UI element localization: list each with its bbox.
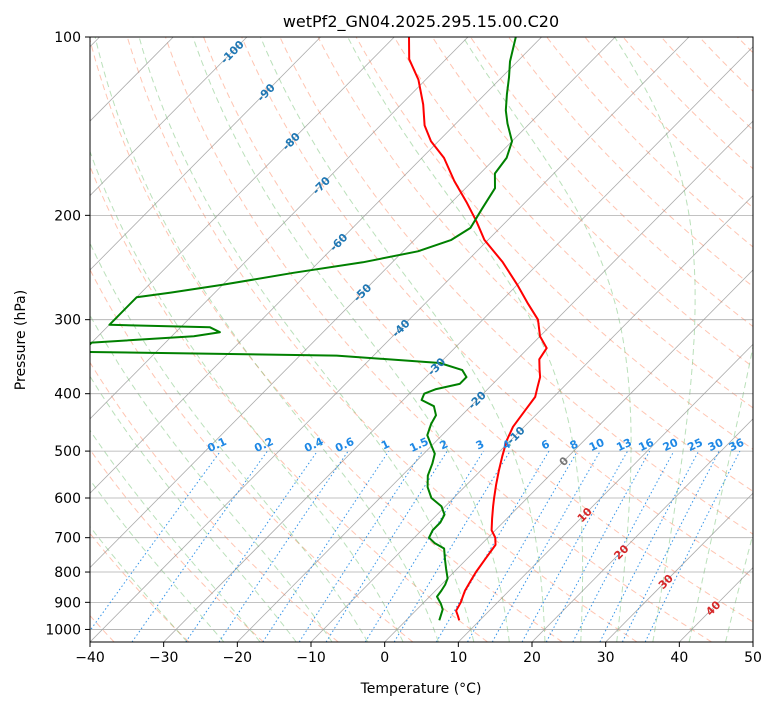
dry-adiabat bbox=[546, 37, 753, 248]
isotherm-line bbox=[605, 492, 753, 642]
dry-adiabat bbox=[241, 37, 753, 579]
y-tick-label: 200 bbox=[54, 208, 81, 224]
dry-adiabats bbox=[90, 37, 753, 642]
mixing-ratio-label: 16 bbox=[637, 436, 657, 454]
isobar-grid bbox=[90, 37, 753, 630]
y-tick-label: 100 bbox=[54, 30, 81, 46]
dry-adiabat bbox=[431, 37, 753, 368]
x-axis-label: Temperature (°C) bbox=[360, 681, 482, 697]
dry-adiabat bbox=[393, 37, 753, 409]
mixing-ratio-label: 20 bbox=[661, 436, 681, 454]
y-axis-label: Pressure (hPa) bbox=[13, 290, 29, 390]
dry-adiabat bbox=[203, 37, 753, 623]
y-tick-label: 700 bbox=[54, 531, 81, 547]
moist-adiabat bbox=[725, 532, 753, 642]
y-tick-label: 400 bbox=[54, 387, 81, 403]
moist-adiabat bbox=[90, 479, 225, 642]
x-tick-label: 10 bbox=[449, 650, 467, 666]
mixing-ratio-line bbox=[435, 450, 550, 642]
y-tick-label: 900 bbox=[54, 595, 81, 611]
x-tick-label: 30 bbox=[597, 650, 615, 666]
mixing-ratio-label: 25 bbox=[685, 436, 704, 454]
mixing-ratio-label: 30 bbox=[706, 436, 726, 454]
mixing-ratio-line bbox=[491, 450, 601, 642]
x-tick-label: 20 bbox=[523, 650, 541, 666]
mixing-ratio-line bbox=[298, 450, 423, 642]
y-tick-label: 500 bbox=[54, 444, 81, 460]
dry-adiabat bbox=[90, 164, 488, 642]
moist-adiabat bbox=[90, 429, 261, 642]
moist-adiabat bbox=[90, 375, 297, 642]
chart-title: wetPf2_GN04.2025.295.15.00.C20 bbox=[283, 12, 559, 32]
y-tick-label: 300 bbox=[54, 313, 81, 329]
plot-frame bbox=[89, 36, 754, 643]
mixing-ratio-label: 10 bbox=[587, 436, 607, 454]
x-tick-label: −20 bbox=[223, 650, 253, 666]
dewpoint-profile bbox=[90, 37, 517, 621]
isotherm-line bbox=[384, 269, 753, 642]
y-tick-label: 1000 bbox=[45, 622, 81, 638]
isotherm-grid bbox=[90, 37, 753, 642]
sounding-profiles bbox=[90, 37, 548, 621]
x-tick-label: 50 bbox=[744, 650, 762, 666]
mixing-ratio-line bbox=[521, 450, 629, 642]
mixing-ratio-line bbox=[364, 450, 484, 642]
isotherm-line bbox=[90, 37, 248, 197]
isotherm-line bbox=[237, 120, 753, 642]
y-tick-label: 800 bbox=[54, 565, 81, 581]
dry-adiabat bbox=[279, 37, 753, 535]
moist-adiabat bbox=[90, 525, 188, 642]
isotherm-line bbox=[163, 46, 753, 642]
y-axis-ticks: 100 200 300 400 500 600 700 800 900 1000 bbox=[45, 30, 90, 638]
dry-adiabat bbox=[584, 37, 753, 209]
moist-adiabat bbox=[90, 150, 404, 642]
mixing-ratio-label: 13 bbox=[614, 436, 633, 454]
x-axis-ticks: −40 −30 −20 −10 0 10 20 30 40 50 bbox=[75, 642, 762, 666]
isotherm-line bbox=[90, 37, 469, 420]
mixing-ratio-label: 36 bbox=[727, 436, 747, 454]
mixing-ratio-line bbox=[545, 450, 651, 642]
x-tick-label: −10 bbox=[296, 650, 326, 666]
isotherm-line bbox=[531, 418, 753, 642]
moist-adiabat bbox=[688, 344, 753, 642]
isotherm-line bbox=[90, 37, 616, 569]
isotherm-line bbox=[310, 194, 753, 642]
isotherm-line bbox=[90, 37, 395, 345]
dry-adiabat bbox=[165, 37, 712, 642]
mixing-ratio-line bbox=[185, 450, 318, 642]
mixing-ratio-lines bbox=[90, 450, 741, 642]
isotherm-line bbox=[90, 37, 321, 271]
moist-adiabat bbox=[94, 37, 439, 642]
x-tick-label: −30 bbox=[149, 650, 179, 666]
dry-adiabat bbox=[90, 448, 264, 642]
isotherm-line bbox=[90, 37, 542, 494]
moist-adiabat bbox=[138, 37, 475, 642]
mixing-ratio-line bbox=[131, 450, 268, 642]
temperature-profile bbox=[408, 37, 548, 621]
mixing-ratio-line bbox=[467, 450, 578, 642]
y-tick-label: 600 bbox=[54, 491, 81, 507]
mixing-ratio-line bbox=[90, 450, 221, 632]
x-tick-label: −40 bbox=[75, 650, 105, 666]
x-tick-label: 40 bbox=[670, 650, 688, 666]
isotherm-line bbox=[90, 37, 690, 642]
dry-adiabat bbox=[90, 268, 414, 642]
moist-adiabat bbox=[347, 37, 584, 642]
dry-adiabat bbox=[126, 37, 638, 642]
moist-adiabat bbox=[614, 37, 696, 642]
moist-adiabat bbox=[260, 37, 546, 642]
x-tick-label: 0 bbox=[380, 650, 389, 666]
moist-adiabat bbox=[462, 37, 632, 642]
isotherm-line bbox=[458, 343, 753, 642]
mixing-ratio-line bbox=[644, 450, 741, 642]
moist-adiabat bbox=[90, 242, 369, 642]
mixing-ratio-line bbox=[393, 450, 511, 642]
moist-adiabats bbox=[90, 37, 753, 642]
